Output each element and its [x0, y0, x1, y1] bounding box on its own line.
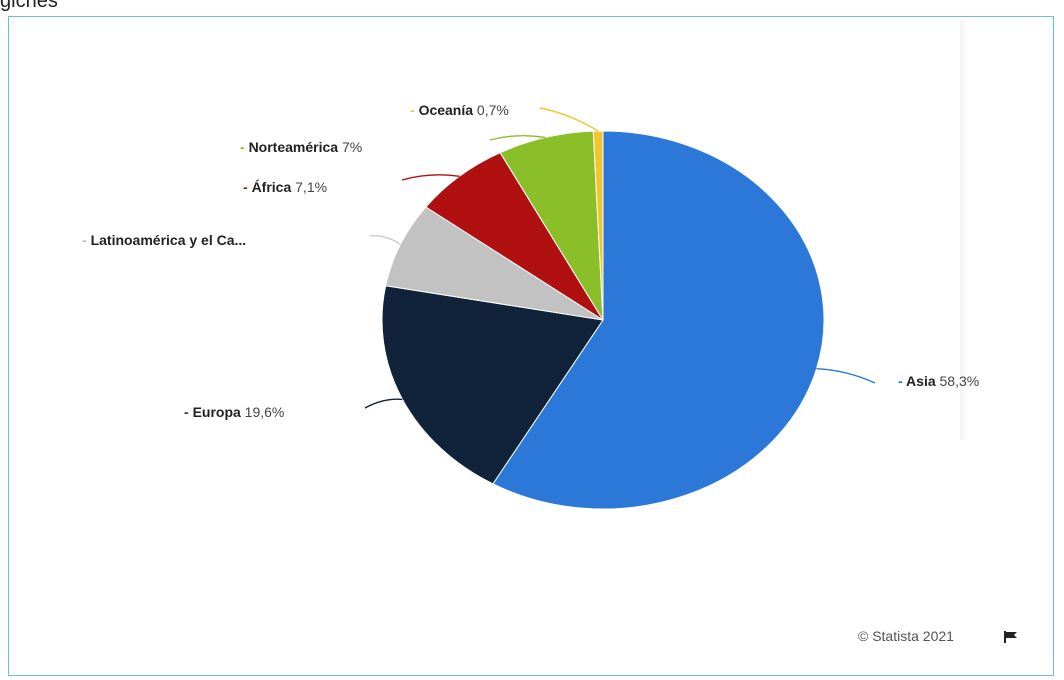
leader-line-4 [489, 134, 546, 141]
flag-icon[interactable] [1004, 631, 1018, 643]
statista-credit[interactable]: © Statista 2021 [858, 628, 954, 644]
leader-line-2 [369, 235, 401, 245]
slice-label-4: - Norteamérica 7% [240, 139, 362, 155]
slice-label-1: - Europa 19,6% [184, 404, 284, 420]
slice-name-4: Norteamérica [249, 139, 339, 155]
leader-line-0 [816, 368, 876, 384]
slice-name-1: Europa [193, 404, 241, 420]
slice-value-1: 19,6% [241, 404, 285, 420]
slice-label-2: - Latinoamérica y el Ca... [82, 232, 246, 248]
pie-slice-1[interactable] [381, 285, 604, 485]
right-shade [960, 20, 1046, 440]
slice-value-0: 58,3% [936, 373, 980, 389]
slice-label-3: - África 7,1% [243, 179, 327, 195]
leader-lines [364, 107, 876, 409]
slice-name-2: Latinoamérica y el Ca... [91, 232, 247, 248]
pie-slice-2[interactable] [385, 206, 604, 321]
slice-labels: - Asia 58,3% - Europa 19,6% - Latinoaméric… [82, 102, 979, 420]
slice-value-3: 7,1% [291, 179, 327, 195]
leader-line-3 [401, 174, 460, 181]
page-top-text-fragment: gicnes [0, 0, 58, 12]
slice-value-4: 7% [338, 139, 362, 155]
leader-line-5 [539, 107, 599, 132]
slice-label-5: - Oceanía 0,7% [410, 102, 509, 118]
leader-line-1 [364, 398, 403, 409]
slice-name-0: Asia [906, 373, 936, 389]
slice-label-0: - Asia 58,3% [898, 373, 979, 389]
slice-value-5: 0,7% [473, 102, 509, 118]
slice-name-5: Oceanía [419, 102, 474, 118]
pie-slices [381, 130, 825, 510]
slice-name-3: África [252, 179, 292, 195]
pie-slice-5[interactable] [592, 130, 604, 321]
